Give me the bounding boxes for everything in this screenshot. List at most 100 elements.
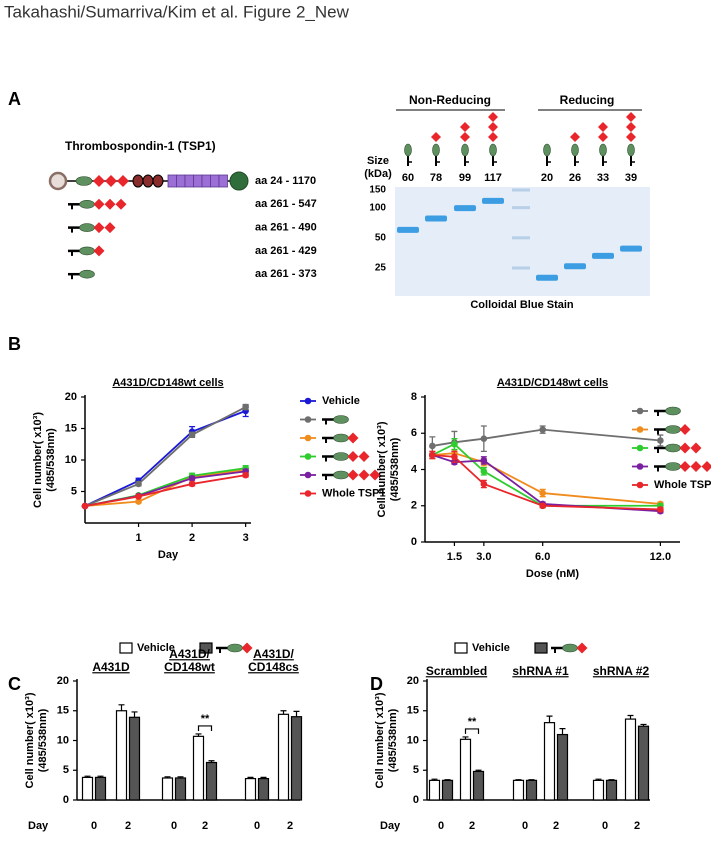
figure-title: Takahashi/Sumarriva/Kim et al. Figure 2_… — [4, 2, 350, 21]
data-point — [657, 506, 664, 513]
icon-repeat — [488, 122, 498, 132]
icon-repeat — [115, 198, 127, 210]
legend-marker — [304, 453, 312, 460]
gel-band — [425, 215, 447, 222]
icon-repeat — [626, 132, 636, 142]
lane-size: 20 — [541, 172, 553, 184]
bar — [441, 779, 454, 801]
x-axis-label: Day — [158, 549, 179, 561]
icon-repeat — [690, 461, 702, 472]
x-tick-label: 0 — [171, 820, 177, 832]
icon-repeat — [679, 442, 691, 454]
legend-marker — [304, 490, 312, 497]
y-tick-label: 15 — [65, 422, 77, 434]
marker-band — [512, 236, 530, 240]
icon-repeat — [104, 222, 116, 234]
gel-group: Non-Reducing — [409, 93, 491, 107]
y-tick-label: 15 — [57, 705, 69, 717]
data-point — [480, 457, 488, 464]
y-tick-label: 20 — [57, 675, 69, 687]
icon-repeat — [358, 451, 370, 462]
group-label: shRNA #1 — [512, 664, 569, 678]
x-tick-label: 6.0 — [535, 551, 550, 563]
icon-repeat — [347, 469, 359, 481]
y-axis-label: (485/538nm) — [389, 437, 401, 501]
y-tick-label: 10 — [57, 734, 69, 746]
icon-repeat — [347, 451, 359, 462]
group-label: CD148cs — [248, 660, 299, 674]
gel-band — [564, 263, 586, 270]
bar — [556, 733, 569, 801]
group-label: shRNA #2 — [593, 664, 650, 678]
series-line — [432, 428, 661, 447]
group-label: A431D/ — [253, 647, 294, 661]
icon-domain — [562, 643, 578, 653]
icon-domain — [665, 462, 681, 471]
x-tick-label: 1.5 — [447, 551, 462, 563]
legend-marker — [636, 407, 644, 415]
gel-band — [620, 245, 642, 252]
icon-repeat — [488, 112, 498, 122]
data-point — [429, 451, 436, 459]
lane-size: 60 — [402, 172, 414, 184]
icon-domain — [75, 176, 93, 186]
icon-repeat — [488, 132, 498, 142]
gel-caption: Colloidal Blue Stain — [470, 299, 574, 311]
icon-repeat — [679, 424, 691, 435]
icon-domain — [333, 470, 349, 480]
icon-domain — [665, 425, 681, 434]
type2-repeat — [142, 174, 154, 188]
lane-size: 33 — [597, 172, 609, 184]
marker-band — [512, 266, 530, 270]
series-line — [432, 454, 661, 513]
icon-repeat — [431, 132, 441, 142]
icon-repeat — [93, 222, 105, 234]
type3-repeat — [184, 174, 194, 188]
protein-name: Thrombospondin-1 (TSP1) — [65, 139, 216, 153]
marker-band — [512, 206, 530, 210]
bar — [290, 716, 303, 801]
data-point — [188, 480, 196, 488]
type3-repeat — [201, 174, 211, 188]
icon-repeat — [570, 132, 580, 142]
data-point — [188, 431, 196, 439]
icon-repeat — [347, 432, 359, 444]
y-tick-label: 6 — [411, 427, 417, 439]
icon-domain — [665, 443, 681, 453]
x-tick-label: 2 — [469, 820, 475, 832]
chart-title: A431D/CD148wt cells — [112, 377, 223, 389]
error-bar — [293, 710, 300, 717]
lane-size: 39 — [625, 172, 637, 184]
gel — [395, 187, 650, 296]
x-tick-label: 0 — [254, 820, 260, 832]
data-point — [451, 440, 458, 448]
icon-repeat — [598, 132, 608, 142]
y-tick-label: 5 — [413, 764, 419, 776]
y-tick-label: 10 — [407, 734, 419, 746]
significance-label: ** — [201, 713, 210, 725]
x-tick-label: 0 — [602, 820, 608, 832]
series-line — [84, 469, 246, 507]
legend-marker — [304, 416, 312, 423]
construct-label: aa 261 - 373 — [255, 268, 317, 280]
legend-marker — [636, 444, 644, 452]
data-point — [451, 453, 458, 461]
y-axis-label: Cell number( x10³) — [24, 692, 36, 788]
lane-size: 99 — [459, 172, 471, 184]
icon-domain — [489, 143, 497, 157]
legend-marker — [304, 471, 312, 479]
icon-domain — [79, 269, 95, 279]
y-axis-label: Cell number( x10³) — [376, 421, 388, 517]
data-point — [657, 437, 664, 444]
data-point — [242, 471, 249, 479]
x-tick-label: 12.0 — [650, 551, 671, 563]
icon-repeat — [690, 442, 702, 454]
icon-domain — [79, 200, 95, 209]
x-axis-label: Day — [28, 820, 49, 832]
bar — [472, 770, 485, 801]
marker-label: 25 — [375, 263, 387, 274]
bar — [257, 777, 270, 801]
icon-domain — [333, 433, 349, 443]
x-tick-label: 2 — [634, 820, 640, 832]
size-label: (kDa) — [364, 168, 392, 180]
